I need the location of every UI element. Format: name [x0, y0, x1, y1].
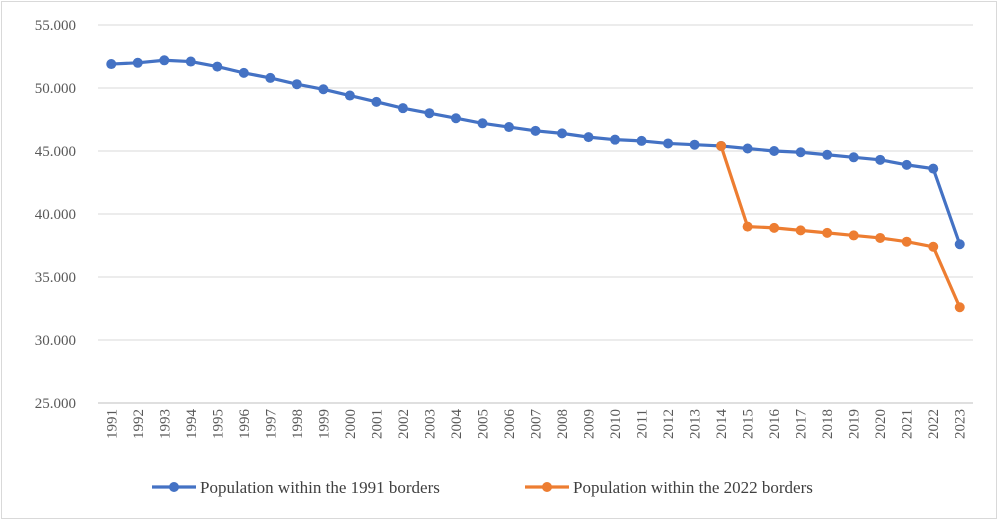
- legend-marker: [542, 482, 552, 492]
- legend-item-1: Population within the 1991 borders: [152, 478, 440, 497]
- x-tick-label: 2019: [847, 409, 863, 439]
- x-tick-label: 2007: [529, 409, 545, 440]
- x-tick-label: 2011: [635, 409, 651, 438]
- data-point: [848, 230, 859, 241]
- data-point: [132, 57, 143, 68]
- x-tick-label: 2010: [608, 409, 624, 439]
- data-point: [530, 125, 541, 136]
- data-point: [742, 143, 753, 154]
- data-point: [397, 103, 408, 114]
- data-point: [663, 138, 674, 149]
- data-point: [822, 227, 833, 238]
- data-point: [689, 139, 700, 150]
- data-point: [769, 146, 780, 156]
- x-tick-label: 2000: [343, 409, 359, 439]
- x-tick-label: 2013: [688, 409, 704, 439]
- data-point: [159, 55, 170, 66]
- data-point: [185, 56, 196, 67]
- data-point: [450, 113, 461, 124]
- data-point: [928, 163, 939, 174]
- data-point: [424, 108, 435, 119]
- data-point: [610, 134, 621, 145]
- data-point: [583, 132, 594, 143]
- data-point: [238, 67, 249, 78]
- x-tick-label: 2003: [422, 409, 438, 439]
- data-point: [848, 152, 859, 163]
- y-tick-label: 50.000: [35, 81, 76, 97]
- data-point: [503, 122, 514, 133]
- series-2: [716, 140, 965, 313]
- data-point: [822, 149, 833, 160]
- gridlines: [98, 24, 973, 341]
- data-point: [769, 222, 780, 233]
- x-tick-label: 2016: [767, 409, 783, 440]
- x-tick-label: 1991: [104, 409, 120, 439]
- x-tick-label: 1998: [290, 409, 306, 439]
- series-layer: [106, 55, 965, 313]
- x-tick-label: 2008: [555, 409, 571, 439]
- x-tick-label: 2004: [449, 409, 465, 440]
- data-point: [557, 128, 568, 139]
- x-tick-label: 2015: [741, 409, 757, 439]
- x-tick-label: 1996: [237, 409, 253, 440]
- x-tick-label: 1997: [263, 409, 279, 440]
- data-point: [344, 90, 355, 101]
- data-point: [901, 236, 912, 247]
- x-tick-label: 2012: [661, 409, 677, 439]
- y-tick-label: 25.000: [35, 396, 76, 412]
- y-tick-label: 55.000: [35, 18, 76, 34]
- data-point: [875, 154, 886, 165]
- y-axis-ticks: 25.000 30.000 35.000 40.000 45.000 50.000 55.0…: [35, 18, 76, 412]
- legend: Population within the 1991 borders Popula…: [152, 478, 813, 497]
- x-tick-label: 1992: [131, 409, 147, 439]
- data-point: [318, 84, 329, 95]
- x-tick-label: 2009: [582, 409, 598, 439]
- data-point: [795, 225, 806, 236]
- data-point: [265, 72, 276, 83]
- x-tick-label: 2018: [820, 409, 836, 439]
- data-point: [954, 302, 965, 313]
- x-tick-label: 2017: [794, 409, 810, 440]
- legend-marker: [169, 482, 179, 492]
- data-point: [212, 61, 223, 72]
- data-point: [371, 96, 382, 107]
- data-point: [742, 221, 753, 232]
- data-point: [795, 147, 806, 158]
- data-point: [291, 79, 302, 90]
- y-tick-label: 30.000: [35, 333, 76, 349]
- x-tick-label: 2020: [873, 409, 889, 439]
- legend-item-2: Population within the 2022 borders: [525, 478, 813, 497]
- x-tick-label: 2021: [900, 409, 916, 439]
- series-1: [106, 55, 965, 250]
- legend-label: Population within the 1991 borders: [200, 478, 440, 497]
- series-line: [719, 145, 962, 308]
- data-point: [477, 118, 488, 129]
- x-tick-label: 1999: [316, 409, 332, 439]
- data-point: [716, 140, 727, 151]
- x-tick-label: 2005: [475, 409, 491, 439]
- data-point: [901, 159, 912, 170]
- x-axis-ticks: 1991 1992 1993 1994 1995 1996 1997 1998 1999 2000…: [104, 409, 968, 440]
- x-tick-label: 1995: [210, 409, 226, 439]
- data-point: [954, 239, 965, 250]
- data-point: [875, 232, 886, 243]
- legend-label: Population within the 2022 borders: [573, 478, 813, 497]
- x-tick-label: 2006: [502, 409, 518, 440]
- data-point: [106, 59, 117, 70]
- y-tick-label: 40.000: [35, 207, 76, 223]
- x-tick-label: 1993: [157, 409, 173, 439]
- data-point: [636, 135, 647, 146]
- x-tick-label: 1994: [184, 409, 200, 440]
- x-tick-label: 2022: [926, 409, 942, 439]
- x-tick-label: 2002: [396, 409, 412, 439]
- data-point: [928, 241, 939, 252]
- y-tick-label: 35.000: [35, 270, 76, 286]
- x-tick-label: 2001: [369, 409, 385, 439]
- y-tick-label: 45.000: [35, 144, 76, 160]
- x-tick-label: 2023: [953, 409, 969, 439]
- x-tick-label: 2014: [714, 409, 730, 440]
